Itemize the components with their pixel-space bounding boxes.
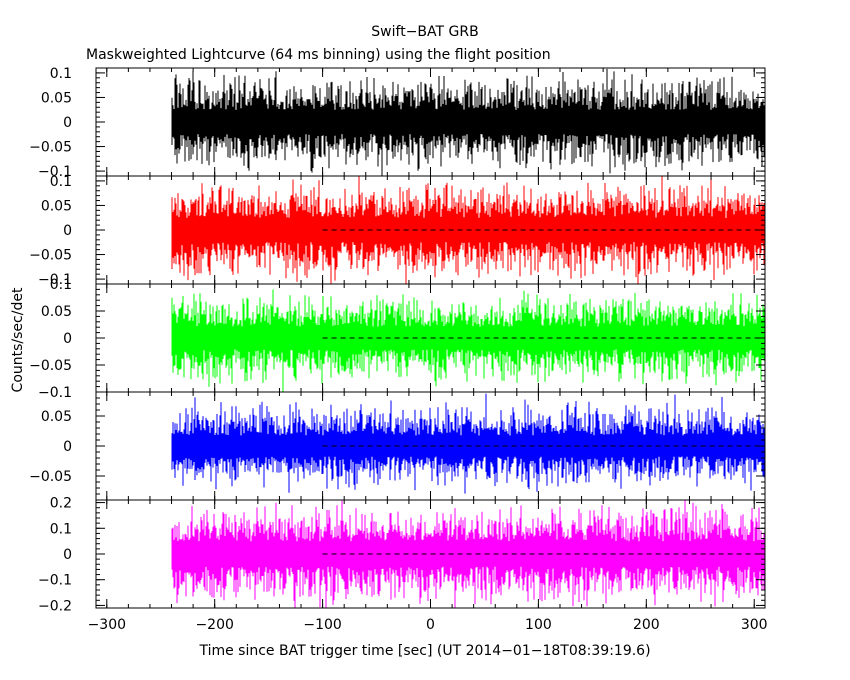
x-tick-label: −300: [88, 617, 126, 633]
x-tick-label: 300: [741, 617, 768, 633]
y-tick-label: −0.05: [29, 358, 72, 374]
y-tick-label: 0: [63, 115, 72, 131]
y-tick-label: 0.1: [50, 277, 72, 293]
y-tick-label: −0.05: [29, 469, 72, 485]
y-tick-label: −0.2: [38, 598, 72, 614]
y-tick-label: 0.05: [41, 409, 72, 425]
y-tick-label: 0.1: [50, 66, 72, 82]
panel-1: −0.1 −0.05 0 0.05 0.1: [29, 66, 766, 180]
y-tick-label: 0.05: [41, 304, 72, 320]
y-tick-label: −0.1: [38, 385, 72, 401]
x-axis-label: Time since BAT trigger time [sec] (UT 20…: [198, 643, 650, 659]
chart-subtitle: Maskweighted Lightcurve (64 ms binning) …: [86, 47, 551, 63]
panel-1-series: [171, 68, 765, 176]
panel-2-series: [171, 176, 765, 284]
x-tick-label: 200: [633, 617, 660, 633]
y-axis-label: Counts/sec/det: [10, 287, 26, 392]
y-tick-label: 0: [63, 331, 72, 347]
y-tick-label: 0: [63, 223, 72, 239]
x-tick-label: −200: [195, 617, 233, 633]
panel-3: −0.1 −0.05 0 0.05 0.1: [29, 277, 766, 401]
x-tick-label: 0: [426, 617, 435, 633]
x-tick-label: −100: [303, 617, 341, 633]
y-tick-label: 0.2: [50, 496, 72, 512]
y-tick-label: −0.1: [38, 573, 72, 589]
y-tick-label: 0: [63, 547, 72, 563]
y-tick-label: 0.05: [41, 198, 72, 214]
x-tick-label: 100: [525, 617, 552, 633]
y-tick-label: −0.05: [29, 248, 72, 264]
panel-3-series: [171, 289, 765, 392]
panel-2: −0.1 −0.05 0 0.05 0.1: [29, 174, 766, 288]
y-tick-label: 0.1: [50, 521, 72, 537]
panel-4: −0.05 0 0.05: [29, 391, 766, 501]
panel-5-series: [171, 500, 765, 608]
y-tick-label: 0.1: [50, 174, 72, 190]
y-tick-label: 0.05: [41, 90, 72, 106]
panel-4-series: [171, 393, 765, 494]
y-tick-label: −0.1: [38, 272, 72, 288]
y-tick-label: −0.05: [29, 140, 72, 156]
y-tick-label: −0.1: [38, 164, 72, 180]
x-axis: −300 −200 −100 0 100 200 300: [88, 617, 768, 633]
panels-group: −0.1−0.0500.050.1−0.1−0.0500.050.1−0.1−0…: [29, 66, 766, 614]
panel-5: −0.2 −0.1 0 0.1 0.2: [38, 496, 766, 614]
y-tick-label: 0: [63, 439, 72, 455]
chart-title: Swift−BAT GRB: [371, 24, 478, 40]
